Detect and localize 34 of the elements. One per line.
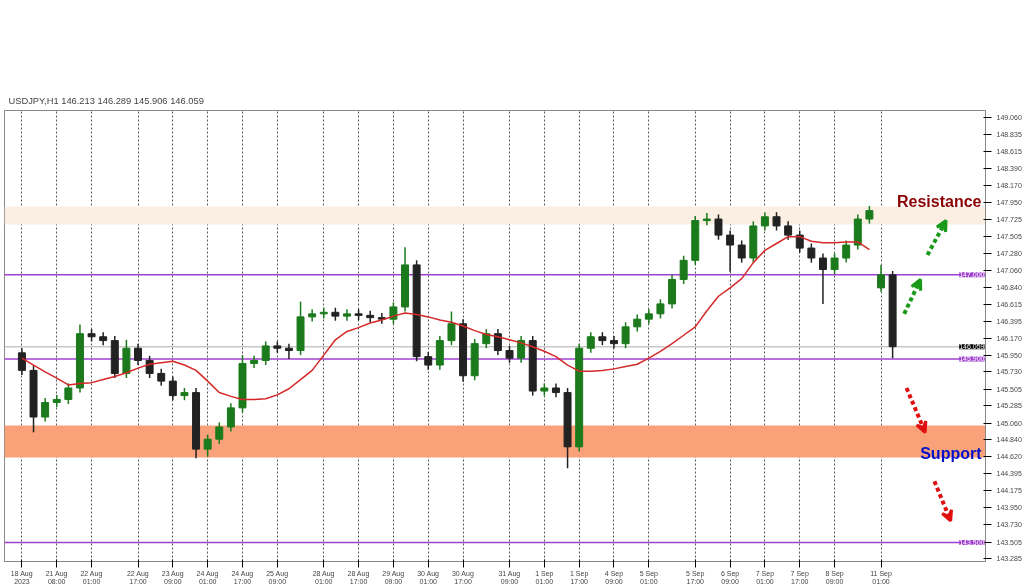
candlestick [679,254,688,285]
candlestick [726,229,735,273]
candlestick [64,382,73,405]
candlestick [586,331,595,354]
candlestick [447,310,456,346]
band-label: Resistance [897,193,982,211]
candlestick [737,239,746,264]
candlestick [807,242,816,264]
candlestick [284,342,293,360]
candlestick [261,340,270,366]
candlestick [343,308,351,322]
candlestick [760,211,769,232]
candlestick [702,212,711,226]
candlestick [714,213,723,241]
candlestick [830,252,839,275]
candlestick [226,402,235,433]
candlestick [493,328,502,356]
candlestick [41,397,50,423]
candlestick [772,211,781,232]
candlestick [842,239,851,264]
candlestick [215,421,224,445]
candlestick [17,347,26,376]
candlestick [877,264,885,293]
candlestick [203,433,212,458]
candlestick [134,342,142,366]
candlestick [818,252,827,305]
candlestick [366,310,375,323]
band-label: Support [920,444,983,462]
candlestick [621,321,630,349]
candlestick [656,298,665,320]
candlestick [784,220,793,241]
candlestick [517,335,526,364]
candlestick [168,375,177,401]
chart-title: USDJPY,H1 146.213 146.289 145.906 146.059 [8,95,204,106]
